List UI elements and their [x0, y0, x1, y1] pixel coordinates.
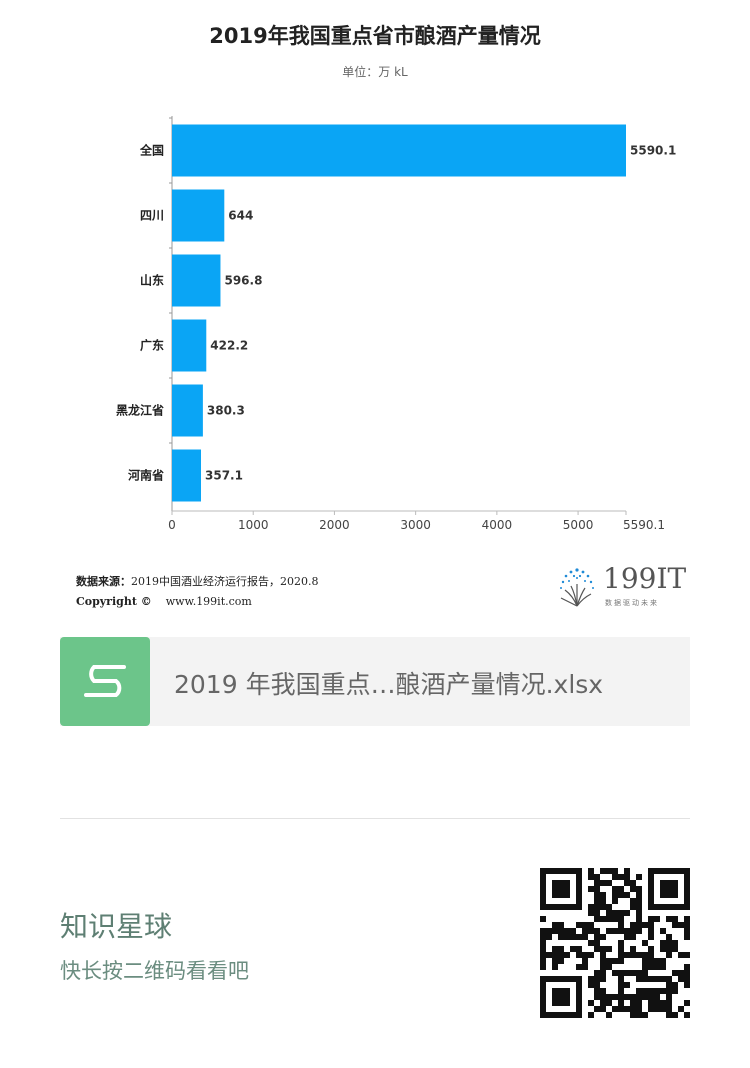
x-tick-label-1: 1000	[238, 518, 269, 530]
s-glyph-icon	[84, 665, 126, 697]
promo-title: 知识星球	[60, 910, 173, 943]
value-label-5: 357.1	[205, 469, 243, 483]
bar-5	[172, 449, 202, 502]
category-label-5: 河南省	[127, 468, 164, 483]
divider	[60, 818, 690, 819]
value-label-1: 644	[228, 209, 253, 223]
promo-subtitle: 快长按二维码看看吧	[60, 959, 249, 983]
copyright-label: Copyright ©	[76, 595, 152, 608]
bar-0	[172, 124, 626, 177]
chart-title: 2019年我国重点省市酿酒产量情况	[209, 24, 541, 48]
source-text: 2019中国酒业经济运行报告，2020.8	[131, 575, 319, 588]
category-label-0: 全国	[139, 143, 164, 158]
bar-4	[172, 384, 203, 437]
source-note: 数据来源：2019中国酒业经济运行报告，2020.8 Copyright © w…	[76, 572, 318, 612]
category-label-4: 黑龙江省	[116, 403, 164, 418]
value-label-2: 596.8	[224, 274, 262, 288]
source-url: www.199it.com	[165, 595, 252, 608]
bar-1	[172, 189, 225, 242]
x-tick-label-6: 5590.1	[623, 518, 665, 530]
x-tick-label-3: 3000	[400, 518, 431, 530]
file-attachment-card[interactable]: 2019 年我国重点…酿酒产量情况.xlsx	[60, 637, 690, 726]
value-label-3: 422.2	[210, 339, 248, 353]
bar-chart: 全国 5590.1 四川 644 山东 596.8 广东 422.2 黑龙江省 380.3 河南省 3…	[116, 116, 676, 530]
bar-3	[172, 319, 207, 372]
x-tick-label-5: 5000	[563, 518, 594, 530]
chart-subtitle: 单位：万 kL	[342, 65, 408, 79]
dandelion-icon	[560, 568, 594, 607]
x-tick-label-0: 0	[168, 518, 176, 530]
value-label-0: 5590.1	[630, 144, 676, 158]
source-label: 数据来源：	[76, 575, 131, 588]
spreadsheet-s-icon	[60, 637, 150, 726]
bar-2	[172, 254, 221, 307]
qr-code-icon[interactable]	[540, 868, 690, 1018]
logo-tagline: 数据驱动未来	[605, 599, 659, 607]
category-label-3: 广东	[140, 338, 164, 353]
x-tick-label-4: 4000	[482, 518, 513, 530]
category-label-2: 山东	[140, 273, 164, 288]
logo-199it: 199IT 数据驱动未来	[553, 562, 693, 612]
x-tick-label-2: 2000	[319, 518, 350, 530]
category-label-1: 四川	[140, 209, 164, 223]
value-label-4: 380.3	[207, 404, 245, 418]
logo-text: 199IT	[603, 562, 687, 595]
file-name: 2019 年我国重点…酿酒产量情况.xlsx	[174, 670, 604, 699]
